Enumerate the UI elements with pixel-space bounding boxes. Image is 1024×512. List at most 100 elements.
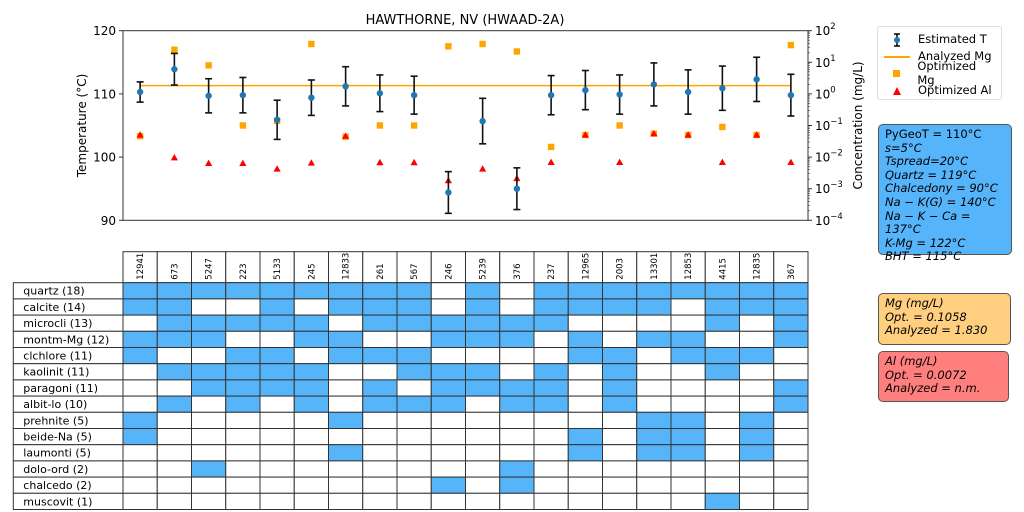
table-cell-present <box>704 492 740 510</box>
y2-tick-base: 10 <box>815 56 830 70</box>
table-cell-absent <box>225 476 261 494</box>
y-axis-label: Temperature (°C) <box>75 74 89 179</box>
table-cell-absent <box>499 411 535 429</box>
table-cell-absent <box>293 444 329 462</box>
column-header-label: 223 <box>239 263 249 279</box>
table-cell-present <box>362 379 398 397</box>
table-cell-absent <box>739 379 775 397</box>
y2-tick-base: 10 <box>815 87 830 101</box>
estimated-t-point <box>376 90 384 97</box>
column-header-label: 4415 <box>718 258 728 280</box>
optimized-al-point <box>753 131 761 138</box>
table-cell-absent <box>567 395 603 413</box>
table-cell-present <box>122 347 158 365</box>
y2-tick-exponent: −2 <box>830 149 843 159</box>
table-cell-absent <box>225 460 261 478</box>
row-label: dolo-ord (2) <box>23 463 88 476</box>
estimated-t-point <box>308 94 315 101</box>
table-cell-present <box>259 379 295 397</box>
column-header-label: 237 <box>547 263 557 279</box>
optimized-mg-point <box>719 123 726 131</box>
table-cell-present <box>773 395 809 413</box>
y2-tick-label: 100 <box>815 85 836 101</box>
table-cell-present <box>225 282 261 300</box>
column-header-label: 12833 <box>342 253 352 280</box>
column-header-label: 5239 <box>479 258 489 280</box>
y2-tick-exponent: −4 <box>830 212 843 222</box>
table-cell-present <box>533 282 569 300</box>
table-cell-absent <box>670 460 706 478</box>
table-cell-present <box>191 460 227 478</box>
table-cell-absent <box>259 444 295 462</box>
optimized-al-point <box>136 131 144 138</box>
table-cell-absent <box>396 411 432 429</box>
table-cell-absent <box>362 330 398 348</box>
optimized-al-point <box>616 158 624 165</box>
estimated-t-point <box>719 85 726 92</box>
y-tick-label: 110 <box>93 87 116 101</box>
table-cell-present <box>156 395 192 413</box>
table-cell-present <box>430 379 466 397</box>
optimized-mg-point <box>239 122 247 129</box>
table-cell-absent <box>670 476 706 494</box>
table-cell-absent <box>156 411 192 429</box>
table-cell-present <box>328 444 364 462</box>
table-cell-present <box>602 298 638 316</box>
table-cell-present <box>739 411 775 429</box>
table-cell-absent <box>739 395 775 413</box>
table-cell-present <box>465 330 501 348</box>
table-cell-present <box>293 282 329 300</box>
table-cell-absent <box>704 460 740 478</box>
table-cell-absent <box>499 444 535 462</box>
optimized-mg-point <box>787 41 795 49</box>
table-cell-present <box>567 444 603 462</box>
y2-tick-base: 10 <box>815 151 830 165</box>
optimized-al-point <box>479 165 487 172</box>
temperature-summary-box: PyGeoT = 110°C s=5°C Tspread=20°C Quartz… <box>878 124 1012 263</box>
table-cell-absent <box>670 363 706 381</box>
table-cell-absent <box>293 428 329 446</box>
legend-label: Optimized Mg <box>917 58 977 87</box>
mg-analyzed: Analyzed = 1.830 <box>885 323 988 338</box>
mg-summary-box: Mg (mg/L) Opt. = 0.1058 Analyzed = 1.830 <box>878 293 1011 345</box>
table-cell-absent <box>533 476 569 494</box>
table-cell-present <box>465 314 501 332</box>
table-cell-absent <box>704 476 740 494</box>
table-cell-absent <box>465 444 501 462</box>
table-cell-absent <box>122 492 158 510</box>
legend-item-estimated-t: Estimated T <box>884 31 995 48</box>
table-cell-absent <box>567 363 603 381</box>
table-cell-present <box>704 363 740 381</box>
table-cell-absent <box>396 492 432 510</box>
estimated-t-point <box>684 88 692 96</box>
table-cell-absent <box>567 379 603 397</box>
table-cell-present <box>430 476 466 494</box>
table-cell-absent <box>259 330 295 348</box>
table-cell-absent <box>567 492 603 510</box>
column-header-cell <box>293 251 329 284</box>
table-cell-absent <box>191 492 227 510</box>
table-cell-absent <box>773 428 809 446</box>
table-cell-absent <box>636 476 672 494</box>
table-cell-present <box>636 298 672 316</box>
optimized-mg-point <box>513 48 521 55</box>
table-cell-present <box>396 347 432 365</box>
estimated-t-point <box>650 81 658 88</box>
table-cell-absent <box>122 314 158 332</box>
triangle-marker-icon <box>884 86 910 95</box>
column-header-label: 2003 <box>616 258 626 280</box>
table-cell-present <box>739 444 775 462</box>
table-cell-present <box>293 395 329 413</box>
table-cell-absent <box>259 428 295 446</box>
table-cell-present <box>739 298 775 316</box>
table-cell-absent <box>567 460 603 478</box>
table-cell-absent <box>293 298 329 316</box>
table-cell-present <box>156 363 192 381</box>
table-cell-absent <box>293 411 329 429</box>
table-cell-absent <box>362 492 398 510</box>
mg-title: Mg (mg/L) <box>885 296 944 310</box>
row-label: chalcedo (2) <box>23 479 91 492</box>
y2-tick-base: 10 <box>815 119 830 133</box>
y2-axis-label: Concentration (mg/L) <box>851 61 865 189</box>
optimized-mg-point <box>308 40 315 48</box>
